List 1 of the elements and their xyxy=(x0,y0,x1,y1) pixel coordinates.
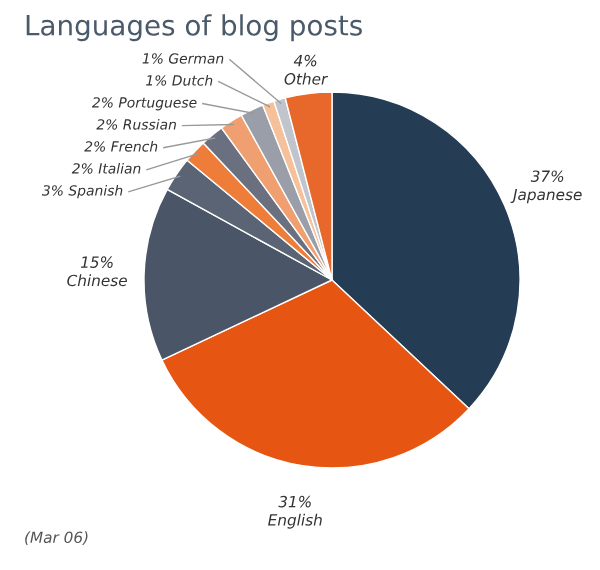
chart-title: Languages of blog posts xyxy=(26,14,362,42)
